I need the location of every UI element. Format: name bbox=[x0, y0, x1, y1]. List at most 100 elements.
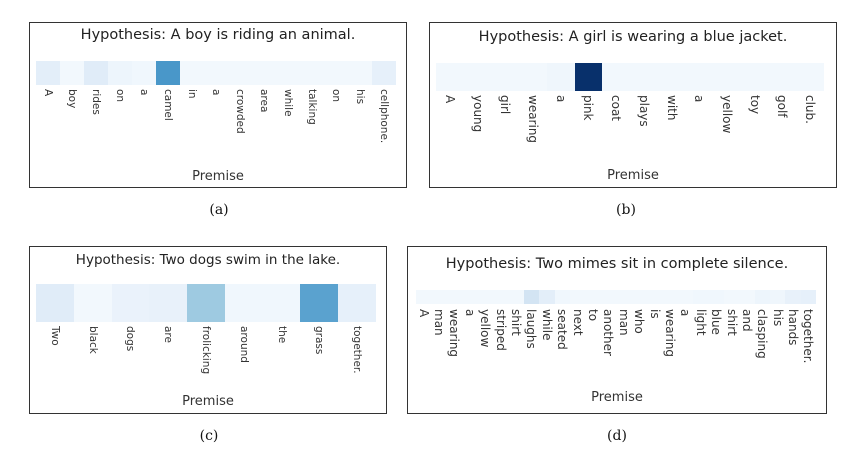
attention-cell bbox=[436, 63, 464, 91]
attention-cell bbox=[60, 61, 84, 85]
attention-cell bbox=[262, 284, 301, 322]
token-label: frolicking bbox=[187, 326, 225, 388]
attention-cell bbox=[187, 284, 225, 322]
attention-cell bbox=[508, 290, 524, 304]
token-label: wearing bbox=[447, 309, 462, 383]
attention-strip bbox=[36, 61, 396, 85]
token-text: seated bbox=[555, 309, 570, 350]
token-label: toy bbox=[741, 95, 769, 167]
token-text: pink bbox=[581, 95, 596, 121]
attention-strip bbox=[36, 284, 377, 322]
token-text: black bbox=[86, 326, 99, 354]
token-label: camel bbox=[156, 89, 180, 159]
attention-cell bbox=[73, 284, 112, 322]
token-label: around bbox=[225, 326, 263, 388]
attention-cell bbox=[204, 61, 228, 85]
token-text: light bbox=[693, 309, 708, 336]
attention-cell bbox=[519, 63, 547, 91]
token-label: girl bbox=[491, 95, 519, 167]
token-text: camel bbox=[162, 89, 174, 121]
token-text: while bbox=[282, 89, 294, 117]
token-label: while bbox=[276, 89, 300, 159]
token-text: a bbox=[692, 95, 707, 103]
token-label: A bbox=[36, 89, 60, 159]
token-label: talking bbox=[300, 89, 324, 159]
attention-cell bbox=[180, 61, 204, 85]
token-text: a bbox=[138, 89, 150, 96]
attention-cell bbox=[491, 63, 520, 91]
token-label: striped bbox=[493, 309, 508, 383]
token-text: wearing bbox=[662, 309, 677, 358]
attention-cell bbox=[228, 61, 252, 85]
token-label: man bbox=[431, 309, 446, 383]
attention-cell bbox=[569, 290, 586, 304]
token-text: boy bbox=[66, 89, 78, 109]
token-label: a bbox=[132, 89, 156, 159]
attention-cell bbox=[149, 284, 188, 322]
token-label: clasping bbox=[755, 309, 770, 383]
token-text: with bbox=[664, 95, 679, 121]
attention-cell bbox=[446, 290, 463, 304]
token-text: in bbox=[186, 89, 198, 99]
token-text: a bbox=[678, 309, 693, 317]
attention-cell bbox=[372, 61, 396, 85]
token-text: blue bbox=[709, 309, 724, 335]
attention-cell bbox=[785, 290, 801, 304]
token-label: rides bbox=[84, 89, 108, 159]
token-label: boy bbox=[60, 89, 84, 159]
token-text: on bbox=[114, 89, 126, 103]
x-axis-label: Premise bbox=[607, 168, 659, 183]
x-axis-label: Premise bbox=[192, 169, 244, 184]
token-text: who bbox=[632, 309, 647, 334]
attention-cell bbox=[111, 284, 150, 322]
attention-cell bbox=[662, 290, 678, 304]
token-text: dogs bbox=[124, 326, 137, 352]
attention-cell bbox=[523, 290, 540, 304]
token-text: the bbox=[275, 326, 288, 344]
token-text: his bbox=[354, 89, 366, 105]
token-label: a bbox=[204, 89, 228, 159]
attention-cell bbox=[657, 63, 686, 91]
token-text: toy bbox=[747, 95, 762, 115]
token-label: his bbox=[770, 309, 785, 383]
token-label: shirt bbox=[508, 309, 523, 383]
panel-a: Hypothesis: A boy is riding an animal. A… bbox=[29, 22, 407, 188]
attention-cell bbox=[416, 290, 432, 304]
attention-cell bbox=[156, 61, 180, 85]
token-label: crowded bbox=[228, 89, 252, 159]
token-text: man bbox=[432, 309, 447, 336]
attention-cell bbox=[338, 284, 377, 322]
token-text: yellow bbox=[478, 309, 493, 348]
attention-cell bbox=[252, 61, 276, 85]
token-label: A bbox=[436, 95, 464, 167]
token-text: crowded bbox=[234, 89, 246, 134]
token-label: golf bbox=[769, 95, 797, 167]
token-label: is bbox=[647, 309, 662, 383]
attention-cell bbox=[108, 61, 132, 85]
attention-strip bbox=[436, 63, 825, 91]
token-label: black bbox=[74, 326, 112, 388]
token-label: A bbox=[416, 309, 431, 383]
token-text: man bbox=[616, 309, 631, 336]
attention-cell bbox=[723, 290, 740, 304]
token-text: shirt bbox=[509, 309, 524, 336]
token-label: coat bbox=[602, 95, 630, 167]
token-label: on bbox=[108, 89, 132, 159]
token-label: together. bbox=[338, 326, 376, 388]
x-axis-label: Premise bbox=[591, 390, 643, 405]
attention-cell bbox=[300, 61, 324, 85]
token-label: and bbox=[739, 309, 754, 383]
attention-cell bbox=[492, 290, 509, 304]
attention-cell bbox=[224, 284, 263, 322]
token-text: clasping bbox=[755, 309, 770, 359]
token-label: yellow bbox=[713, 95, 741, 167]
attention-cell bbox=[677, 290, 694, 304]
token-text: frolicking bbox=[200, 326, 213, 375]
attention-cell bbox=[602, 63, 631, 91]
token-text: young bbox=[470, 95, 485, 133]
token-label: cellphone. bbox=[372, 89, 396, 159]
attention-cell bbox=[431, 290, 447, 304]
token-label: his bbox=[348, 89, 372, 159]
